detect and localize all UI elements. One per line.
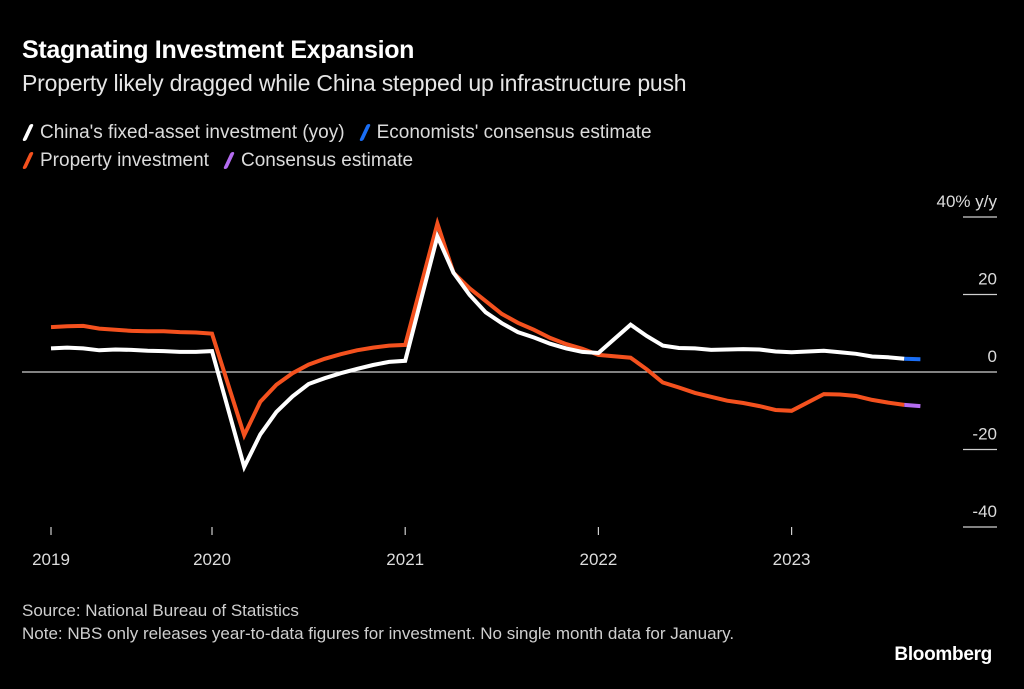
series-line-china-s-fixed-asset-investment-yoy xyxy=(50,230,905,473)
legend-label-property: Property investment xyxy=(40,149,209,171)
y-tick-label: 20 xyxy=(978,270,997,289)
x-tick-label: 2023 xyxy=(773,550,811,569)
chart-subtitle: Property likely dragged while China step… xyxy=(22,70,687,96)
methodology-note: Note: NBS only releases year-to-data fig… xyxy=(22,624,735,643)
chart-title: Stagnating Investment Expansion xyxy=(22,36,415,64)
legend-row-1: China's fixed-asset investment (yoy) Eco… xyxy=(22,118,922,147)
y-tick-label: 0 xyxy=(988,347,997,366)
legend-label-consensus: Consensus estimate xyxy=(240,149,414,171)
legend-label-economists-consensus: Economists' consensus estimate xyxy=(376,121,652,143)
x-tick-label: 2022 xyxy=(579,550,617,569)
bloomberg-logo: Bloomberg xyxy=(894,644,992,665)
legend-entry-consensus: Consensus estimate xyxy=(223,150,413,172)
legend-entry-fixed-asset: China's fixed-asset investment (yoy) xyxy=(22,122,345,144)
series-layer xyxy=(50,216,921,473)
x-axis: 2019 2020 2021 2022 2023 xyxy=(32,527,811,569)
y-axis: 40% y/y 20 0 -20 -40 xyxy=(937,192,998,528)
x-tick-label: 2019 xyxy=(32,550,70,569)
legend-entry-property: Property investment xyxy=(22,150,209,172)
legend-label-fixed-asset: China's fixed-asset investment (yoy) xyxy=(40,121,345,143)
legend-row-2: Property investment Consensus estimate xyxy=(22,146,922,175)
footer: Source: National Bureau of Statistics No… xyxy=(22,599,822,645)
y-tick-label: -40 xyxy=(972,502,997,521)
series-line-property-investment xyxy=(50,216,905,441)
x-tick-label: 2020 xyxy=(193,550,231,569)
legend-entry-economists-consensus: Economists' consensus estimate xyxy=(358,121,652,144)
y-tick-label: -20 xyxy=(972,425,997,444)
series-line-consensus-estimate xyxy=(904,402,921,409)
x-tick-label: 2021 xyxy=(386,550,424,569)
source-note: Source: National Bureau of Statistics xyxy=(22,601,299,620)
y-tick-label: 40% y/y xyxy=(937,192,998,211)
